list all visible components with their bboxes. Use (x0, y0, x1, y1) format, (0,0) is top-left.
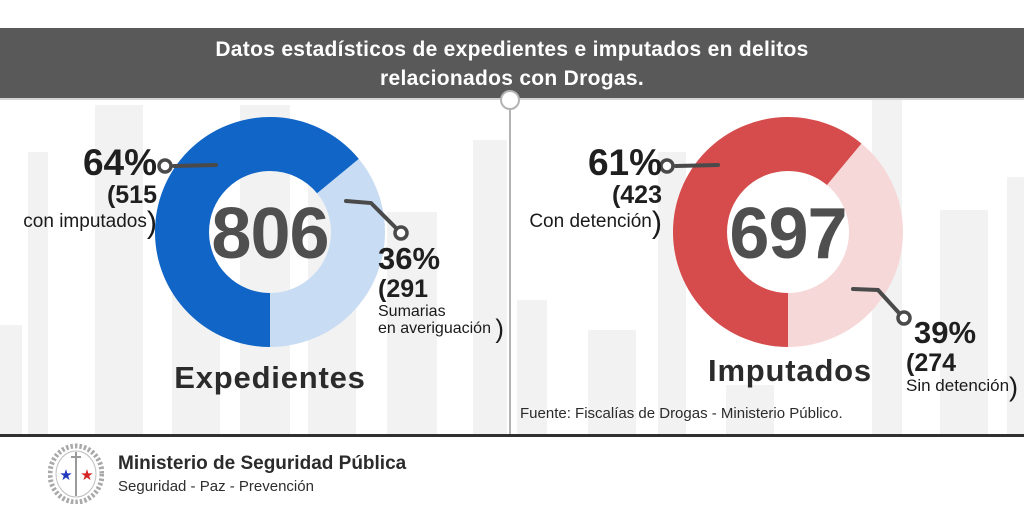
header-banner: Datos estadísticos de expedientes e impu… (0, 28, 1024, 100)
source-note: Fuente: Fiscalías de Drogas - Ministerio… (520, 405, 843, 422)
imputados-donut-chart (673, 117, 903, 347)
callout-64-label: con imputados) (23, 205, 157, 240)
expedientes-donut-chart (155, 117, 385, 347)
callout-61-label: Con detención) (529, 205, 662, 240)
callout-expedientes-36: 36% (291 Sumarias en averiguación ) (378, 241, 528, 344)
footer: ★ ★ Ministerio de Seguridad Pública Segu… (0, 437, 1024, 512)
footer-divider-line (0, 434, 1024, 437)
callout-36-label-line1: Sumarias (378, 303, 446, 320)
callout-39-label: Sin detención) (906, 370, 1019, 402)
callout-64-percent: 64% (82, 142, 157, 183)
background-bar (0, 325, 22, 434)
divider-top-notch (500, 90, 520, 110)
callout-36-value: (291 (378, 275, 429, 303)
red-star-icon: ★ (80, 467, 93, 484)
imputados-total: 697 (729, 194, 847, 274)
ministry-crest-logo: ★ ★ (48, 443, 104, 504)
callout-61-percent: 61% (587, 142, 662, 183)
callout-36-label-line2: en averiguación ) (378, 315, 504, 344)
background-bar (940, 210, 988, 434)
callout-imputados-61: 61% (423 Con detención) (520, 142, 662, 240)
background-bar (473, 140, 507, 434)
background-bar (1007, 177, 1024, 434)
background-bar (28, 152, 48, 434)
expedientes-slice-major (155, 117, 385, 347)
background-bar (588, 330, 636, 434)
background-bar (726, 385, 774, 434)
callout-64-value: (515 (106, 181, 157, 209)
expedientes-title: Expedientes (174, 360, 366, 395)
expedientes-total: 806 (211, 194, 329, 274)
footer-motto: Seguridad - Paz - Prevención (118, 478, 314, 495)
imputados-slice-major (673, 117, 903, 347)
center-divider-line (509, 100, 511, 434)
callout-36-percent: 36% (378, 241, 441, 276)
header-title-line1: Datos estadísticos de expedientes e impu… (215, 38, 809, 61)
footer-org-name: Ministerio de Seguridad Pública (118, 453, 407, 474)
imputados-title: Imputados (708, 353, 872, 388)
background-bar (387, 212, 437, 434)
header-title-line2: relacionados con Drogas. (380, 67, 644, 90)
callout-expedientes-64: 64% (515 con imputados) (15, 142, 157, 240)
callout-39-percent: 39% (914, 315, 977, 350)
callout-39-value: (274 (906, 349, 957, 377)
background-bar (95, 105, 143, 434)
background-bar (517, 300, 547, 434)
blue-star-icon: ★ (59, 467, 72, 484)
callout-61-value: (423 (611, 181, 662, 209)
callout-imputados-39: 39% (274 Sin detención) (906, 315, 1024, 402)
